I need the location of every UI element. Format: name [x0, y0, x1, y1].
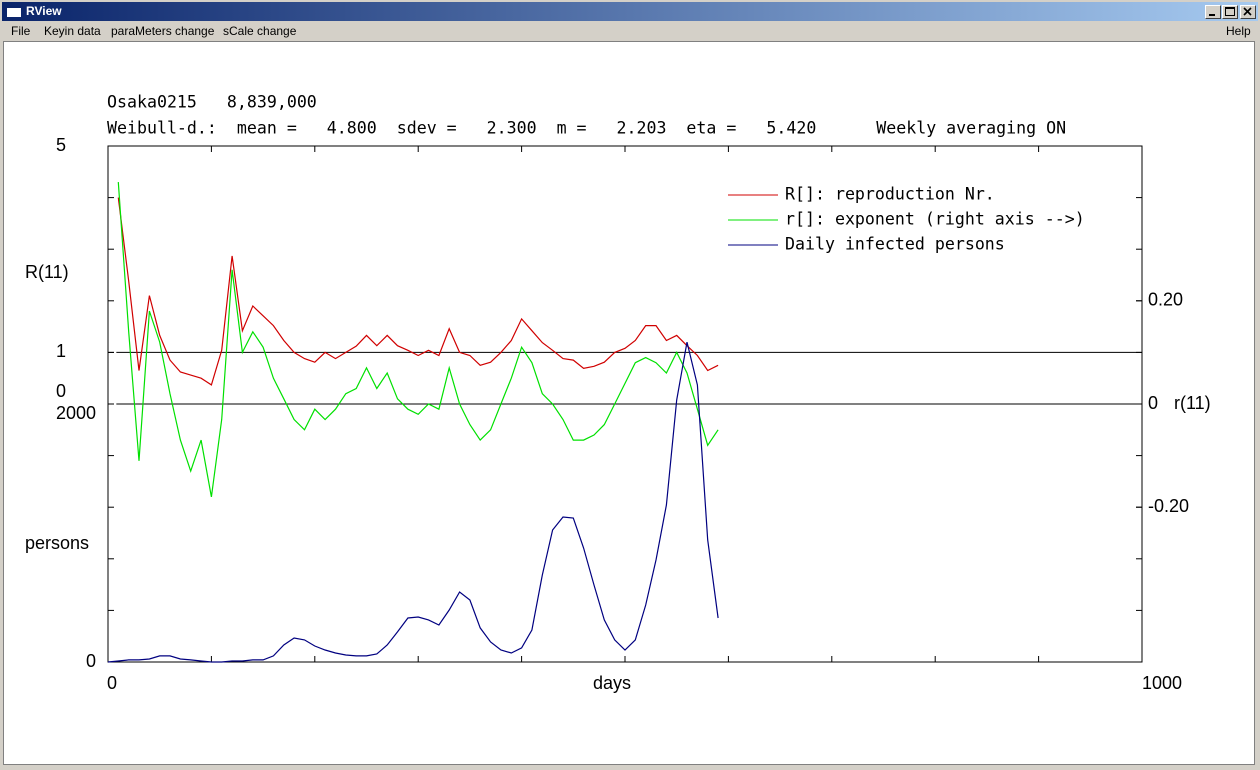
- x-tick-label: 1000: [1142, 673, 1182, 693]
- maximize-button[interactable]: [1222, 5, 1238, 19]
- y-tick-label: 1: [56, 341, 66, 361]
- menu-item[interactable]: Help: [1226, 24, 1251, 38]
- series-line: [107, 341, 719, 663]
- series-line: [117, 197, 719, 386]
- y2-axis-label: r(11): [1174, 393, 1211, 413]
- series-line: [117, 182, 719, 498]
- minimize-button[interactable]: [1205, 5, 1221, 19]
- menu-item[interactable]: File: [11, 24, 31, 38]
- y2-tick-label: -0.20: [1148, 496, 1189, 516]
- y2-tick-label: 0.20: [1148, 290, 1183, 310]
- y-tick-label: 0: [56, 381, 66, 401]
- y3-tick-label: 0: [86, 651, 96, 671]
- menu-item[interactable]: Keyin data: [44, 24, 101, 38]
- menu-item[interactable]: sCale change: [223, 24, 297, 38]
- legend-label: r[]: exponent (right axis -->): [785, 210, 1085, 229]
- y-axis-label: R(11): [25, 262, 69, 282]
- menu-item[interactable]: paraMeters change: [111, 24, 215, 38]
- y3-tick-label: 2000: [56, 403, 96, 423]
- y3-axis-label: persons: [25, 533, 89, 553]
- menu-bar: File Keyin data paraMeters change sCale …: [2, 21, 1258, 40]
- window-title: RView: [26, 4, 62, 18]
- title-bar: RView: [2, 2, 1258, 21]
- app-icon: [7, 6, 21, 17]
- close-button[interactable]: [1240, 5, 1256, 19]
- legend-label: Daily infected persons: [785, 235, 1005, 254]
- y2-tick-label: 0: [1148, 393, 1158, 413]
- chart-title: Osaka0215 8,839,000: [107, 93, 317, 112]
- x-tick-label: 0: [107, 673, 117, 693]
- y-tick-label: 5: [56, 135, 66, 155]
- x-axis-label: days: [593, 673, 631, 693]
- chart-subtitle: Weibull-d.: mean = 4.800 sdev = 2.300 m …: [107, 119, 1066, 138]
- legend-label: R[]: reproduction Nr.: [785, 185, 995, 204]
- client-area: [3, 41, 1255, 765]
